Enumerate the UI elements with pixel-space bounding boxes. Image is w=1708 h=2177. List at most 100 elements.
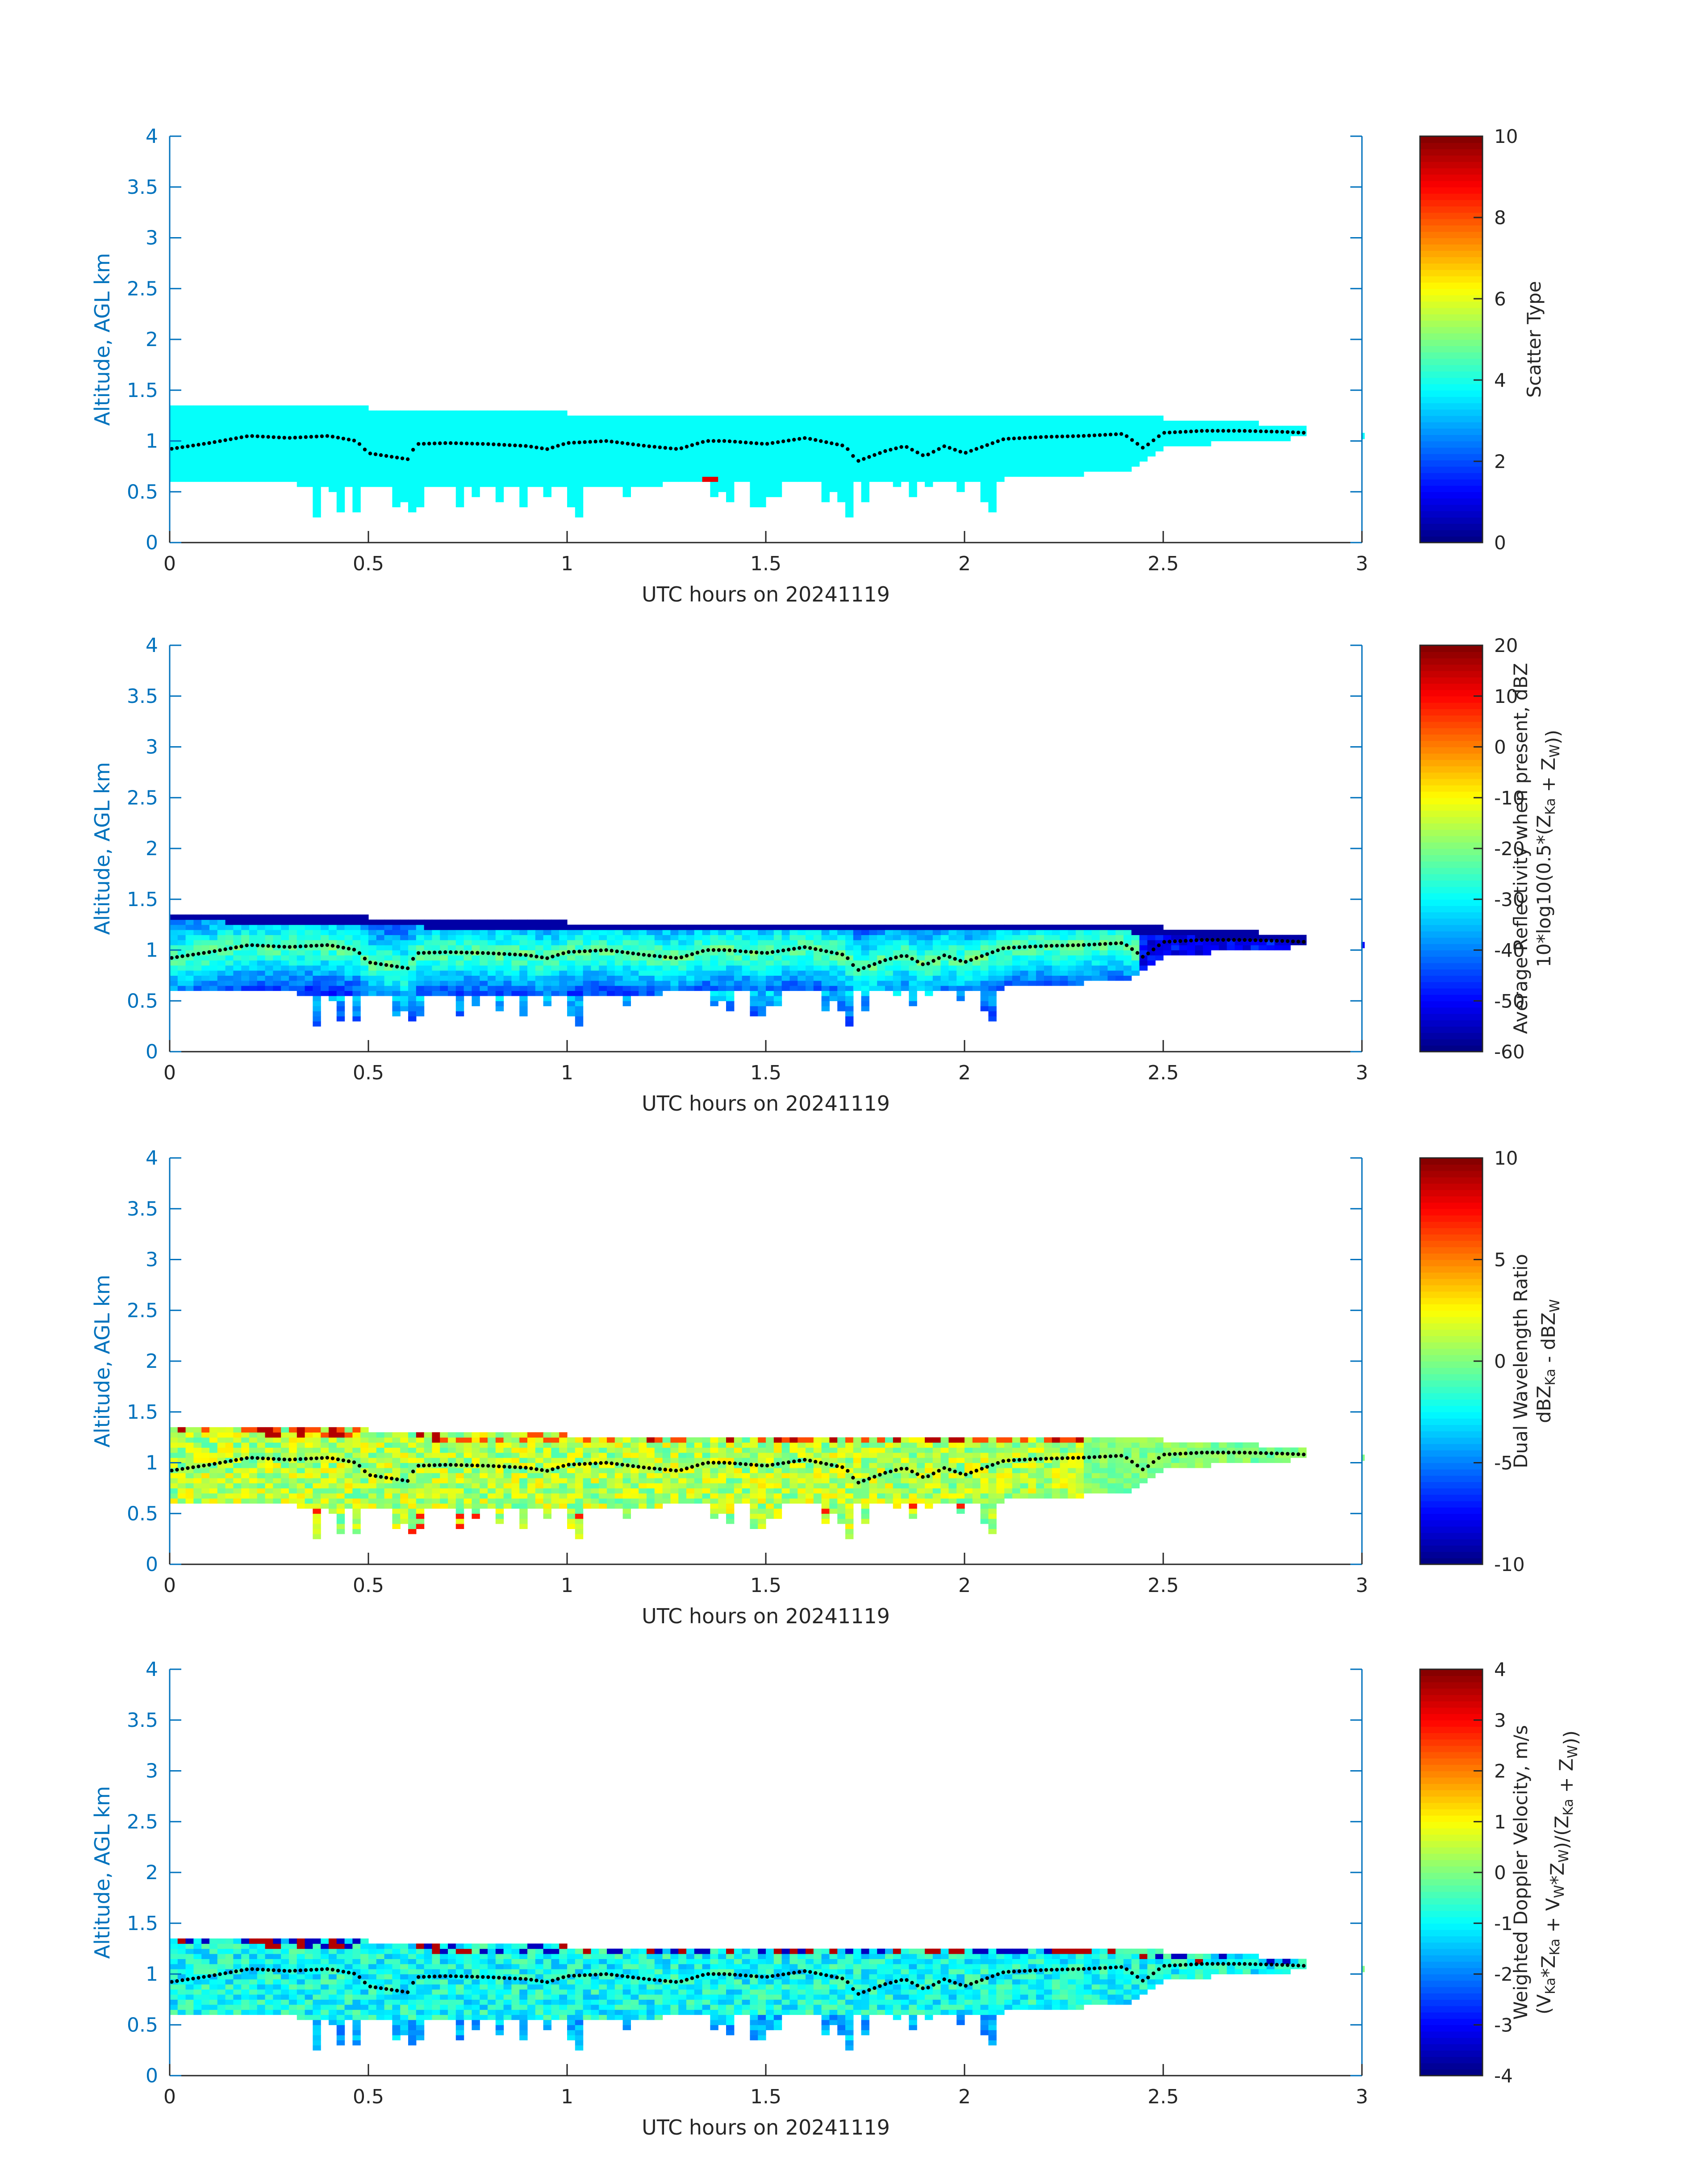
heatmap-cell: [480, 980, 488, 986]
x-tick-label: 0.5: [353, 552, 384, 575]
heatmap-cell: [885, 421, 894, 426]
heatmap-cell: [948, 461, 957, 467]
heatmap-cell: [1203, 441, 1211, 447]
heatmap-cell: [511, 410, 520, 416]
heatmap-cell: [344, 481, 353, 487]
heatmap-cell: [988, 481, 997, 487]
boundary-dot: [905, 445, 909, 449]
heatmap-cell: [400, 1442, 409, 1448]
boundary-dot: [309, 944, 313, 948]
heatmap-cell: [384, 476, 393, 482]
heatmap-cell: [1012, 436, 1021, 442]
heatmap-cell: [344, 975, 353, 981]
heatmap-cell: [1107, 446, 1116, 451]
heatmap-cell: [440, 471, 448, 477]
boundary-dot: [1146, 952, 1150, 956]
heatmap-cell: [344, 1462, 353, 1468]
heatmap-cell: [1052, 980, 1061, 986]
heatmap-cell: [455, 426, 464, 431]
boundary-dot: [1243, 938, 1247, 942]
heatmap-cell: [806, 421, 814, 426]
heatmap-cell: [376, 481, 385, 487]
heatmap-cell: [1195, 426, 1203, 431]
heatmap-cell: [694, 980, 703, 986]
heatmap-cell: [622, 986, 631, 991]
colorbar-label: Scatter Type: [1523, 281, 1545, 397]
heatmap-cell: [988, 986, 997, 991]
heatmap-cell: [193, 415, 202, 421]
heatmap-cell: [1052, 436, 1061, 442]
heatmap-cell: [265, 1478, 273, 1483]
heatmap-cell: [472, 446, 480, 451]
heatmap-cell: [1139, 924, 1148, 930]
heatmap-cell: [591, 935, 599, 940]
heatmap-cell: [972, 935, 981, 940]
heatmap-cell: [813, 415, 822, 421]
heatmap-cell: [344, 476, 353, 482]
heatmap-cell: [1147, 935, 1156, 940]
heatmap-cell: [1147, 924, 1156, 930]
boundary-dot: [722, 948, 727, 952]
heatmap-cell: [249, 1437, 258, 1443]
heatmap-cell: [257, 476, 266, 482]
heatmap-cell: [694, 415, 703, 421]
heatmap-cell: [726, 965, 735, 971]
heatmap-cell: [384, 950, 393, 956]
heatmap-cell: [1060, 940, 1068, 945]
heatmap-cell: [408, 1529, 417, 1534]
heatmap-cell: [336, 975, 345, 981]
heatmap-cell: [1084, 461, 1092, 467]
heatmap-cell: [1084, 960, 1092, 966]
heatmap-cell: [1155, 940, 1164, 945]
heatmap-cell: [694, 430, 703, 436]
heatmap-cell: [710, 986, 718, 991]
heatmap-cell: [424, 940, 432, 945]
heatmap-cell: [726, 415, 735, 421]
heatmap-cell: [742, 930, 750, 935]
heatmap-cell: [631, 415, 639, 421]
heatmap-cell: [368, 1437, 377, 1443]
heatmap-cell: [1004, 965, 1013, 971]
heatmap-cell: [233, 1437, 242, 1443]
heatmap-cell: [488, 965, 496, 971]
heatmap-cell: [607, 970, 615, 976]
heatmap-cell: [329, 461, 337, 467]
heatmap-cell: [766, 451, 774, 457]
colorbar-swatch: [1420, 931, 1482, 938]
boundary-dot: [990, 950, 994, 954]
boundary-dot: [470, 951, 474, 955]
heatmap-cell: [519, 410, 528, 416]
boundary-dot: [180, 954, 184, 958]
heatmap-cell: [177, 960, 186, 966]
boundary-dot: [663, 955, 668, 959]
colorbar-swatch: [1420, 225, 1482, 232]
heatmap-cell: [511, 471, 520, 477]
heatmap-cell: [408, 986, 417, 991]
heatmap-cell: [789, 935, 798, 940]
colorbar-swatch: [1420, 734, 1482, 741]
boundary-dot: [1178, 430, 1182, 434]
heatmap-cell: [932, 446, 941, 451]
heatmap-cell: [1091, 430, 1100, 436]
heatmap-cell: [305, 1498, 313, 1504]
heatmap-cell: [360, 1427, 369, 1433]
heatmap-cell: [217, 1427, 226, 1433]
boundary-dot: [572, 950, 576, 954]
heatmap-cell: [368, 430, 377, 436]
heatmap-cell: [249, 1432, 258, 1438]
heatmap-cell: [344, 405, 353, 411]
heatmap-cell: [877, 436, 885, 442]
heatmap-cell: [773, 986, 782, 991]
heatmap-cell: [789, 471, 798, 477]
heatmap-cell: [233, 1483, 242, 1488]
colorbar-swatch: [1420, 759, 1482, 766]
heatmap-cell: [527, 441, 536, 447]
heatmap-cell: [408, 1478, 417, 1483]
heatmap-cell: [480, 461, 488, 467]
heatmap-cell: [591, 436, 599, 442]
boundary-dot: [948, 955, 952, 959]
boundary-dot: [1286, 430, 1290, 434]
heatmap-cell: [543, 930, 551, 935]
heatmap-cell: [472, 456, 480, 462]
heatmap-cell: [909, 456, 917, 462]
